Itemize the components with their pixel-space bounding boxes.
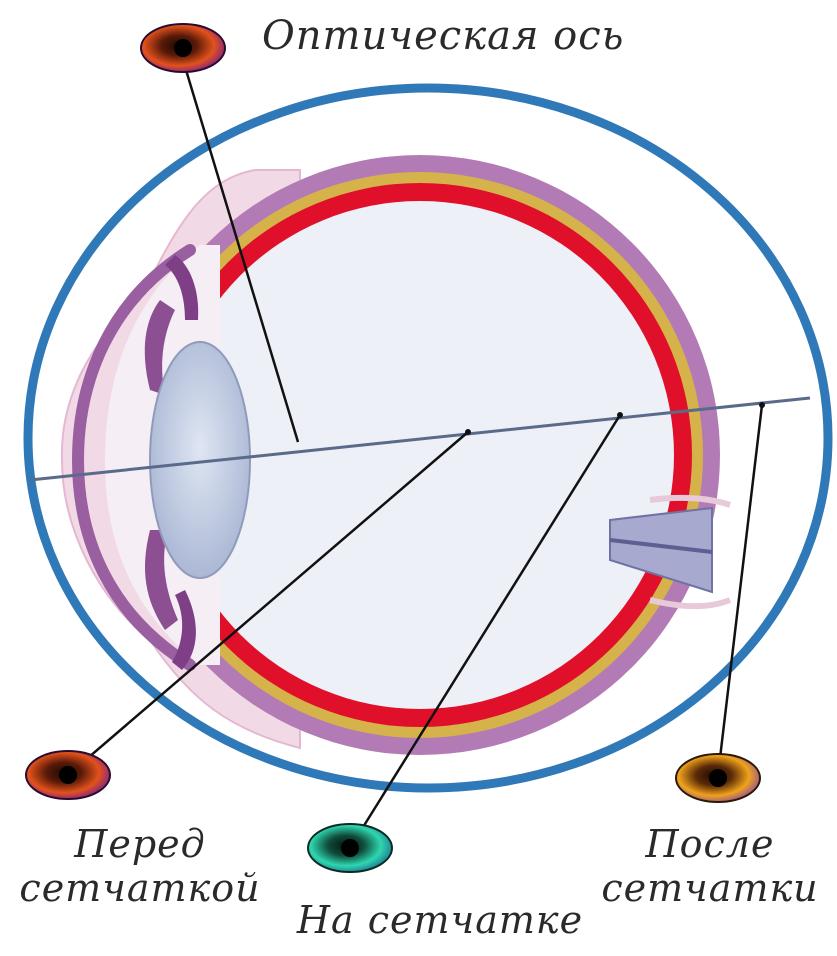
label-after-line1: После <box>645 822 775 866</box>
eye-marker-before-retina-icon <box>25 750 111 800</box>
optic-nerve <box>609 494 732 610</box>
pointer-line-before-retina <box>67 431 469 776</box>
lens <box>149 341 251 579</box>
label-before-line2: сетчаткой <box>19 866 261 910</box>
iris-upper <box>144 300 175 395</box>
focus-point-before <box>465 429 471 435</box>
eye-marker-on-retina-icon <box>307 823 393 873</box>
label-on-retina: На сетчатке <box>296 898 584 942</box>
label-after-retina: После сетчатки <box>600 822 820 910</box>
focus-point-on <box>617 412 623 418</box>
ciliary-body-upper <box>165 255 199 320</box>
label-before-line1: Перед <box>74 822 206 866</box>
focus-point-after <box>759 402 765 408</box>
pointer-line-on-retina <box>348 414 622 849</box>
label-before-retina: Перед сетчаткой <box>10 822 270 910</box>
pointer-line-optic-axis <box>181 59 300 443</box>
eye-marker-optic-axis-icon <box>140 23 226 73</box>
label-optic-axis: Оптическая ось <box>262 13 625 59</box>
pointer-line-after-retina <box>716 404 764 776</box>
label-after-line2: сетчатки <box>601 866 819 910</box>
ciliary-body-lower <box>172 590 196 670</box>
optical-axis-line <box>29 396 811 482</box>
outer-ring <box>23 83 833 793</box>
iris-lower <box>145 530 178 630</box>
eye-marker-after-retina-icon <box>675 753 761 803</box>
cornea <box>71 244 196 671</box>
